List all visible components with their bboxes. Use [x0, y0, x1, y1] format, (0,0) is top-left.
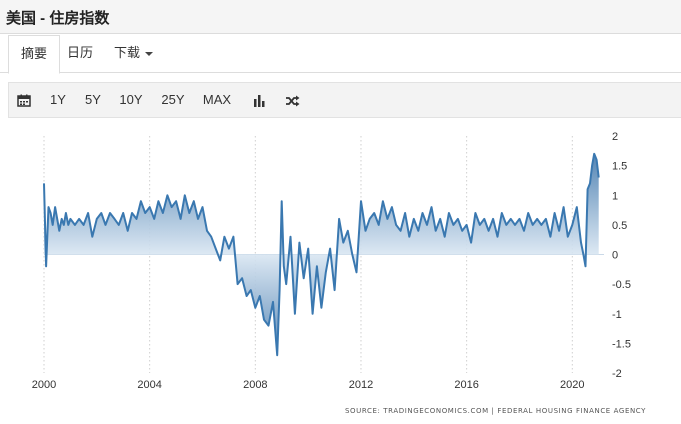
- chart-area: 2 1.5 1 0.5 0 -0.5 -1 -1.5 -2 2000 2004 2008 2012 20…: [0, 118, 681, 424]
- tab-bar: 摘要 日历 下载: [0, 35, 681, 74]
- range-1y-button[interactable]: 1Y: [50, 92, 66, 107]
- y-tick-label: 0.5: [612, 220, 627, 232]
- tab-summary[interactable]: 摘要: [8, 35, 61, 74]
- tab-calendar-label: 日历: [67, 45, 94, 60]
- x-tick-label: 2020: [560, 379, 584, 391]
- chevron-down-icon: [145, 51, 154, 56]
- y-tick-label: 1: [612, 190, 618, 202]
- range-10y-button[interactable]: 10Y: [119, 92, 143, 107]
- y-tick-label: 2: [612, 131, 618, 143]
- y-tick-label: 1.5: [612, 161, 627, 173]
- series-area: [44, 153, 599, 356]
- chart-type-button[interactable]: [248, 83, 270, 117]
- series-line: [43, 152, 600, 357]
- x-tick-label: 2016: [454, 379, 478, 391]
- x-tick-label: 2012: [349, 379, 373, 391]
- y-tick-label: -1.5: [612, 338, 631, 350]
- compare-button[interactable]: [281, 83, 303, 117]
- tab-download[interactable]: 下载: [102, 35, 165, 73]
- y-tick-label: 0: [612, 250, 618, 262]
- title-bar: 美国 - 住房指数: [0, 0, 681, 34]
- source-credit: SOURCE: TRADINGECONOMICS.COM | FEDERAL H…: [345, 407, 647, 415]
- range-25y-button[interactable]: 25Y: [161, 92, 185, 107]
- chart-toolbar: 1Y 5Y 10Y 25Y MAX: [8, 82, 681, 118]
- range-max-button[interactable]: MAX: [202, 92, 232, 107]
- page-title: 美国 - 住房指数: [6, 10, 110, 27]
- x-tick-label: 2000: [32, 379, 56, 391]
- calendar-button[interactable]: [11, 83, 37, 117]
- shuffle-icon: [285, 95, 299, 107]
- y-tick-label: -0.5: [612, 279, 631, 291]
- y-tick-label: -1: [612, 309, 622, 321]
- bar-chart-icon: [253, 94, 264, 107]
- tab-download-label: 下载: [114, 45, 141, 60]
- x-tick-label: 2008: [243, 379, 267, 391]
- range-5y-button[interactable]: 5Y: [85, 92, 101, 107]
- chart-svg: 2 1.5 1 0.5 0 -0.5 -1 -1.5 -2 2000 2004 2008 2012 20…: [32, 131, 631, 391]
- calendar-icon: [17, 94, 31, 107]
- tab-calendar[interactable]: 日历: [55, 35, 105, 73]
- x-tick-label: 2004: [137, 379, 161, 391]
- tab-summary-label: 摘要: [21, 46, 48, 61]
- y-tick-label: -2: [612, 368, 622, 380]
